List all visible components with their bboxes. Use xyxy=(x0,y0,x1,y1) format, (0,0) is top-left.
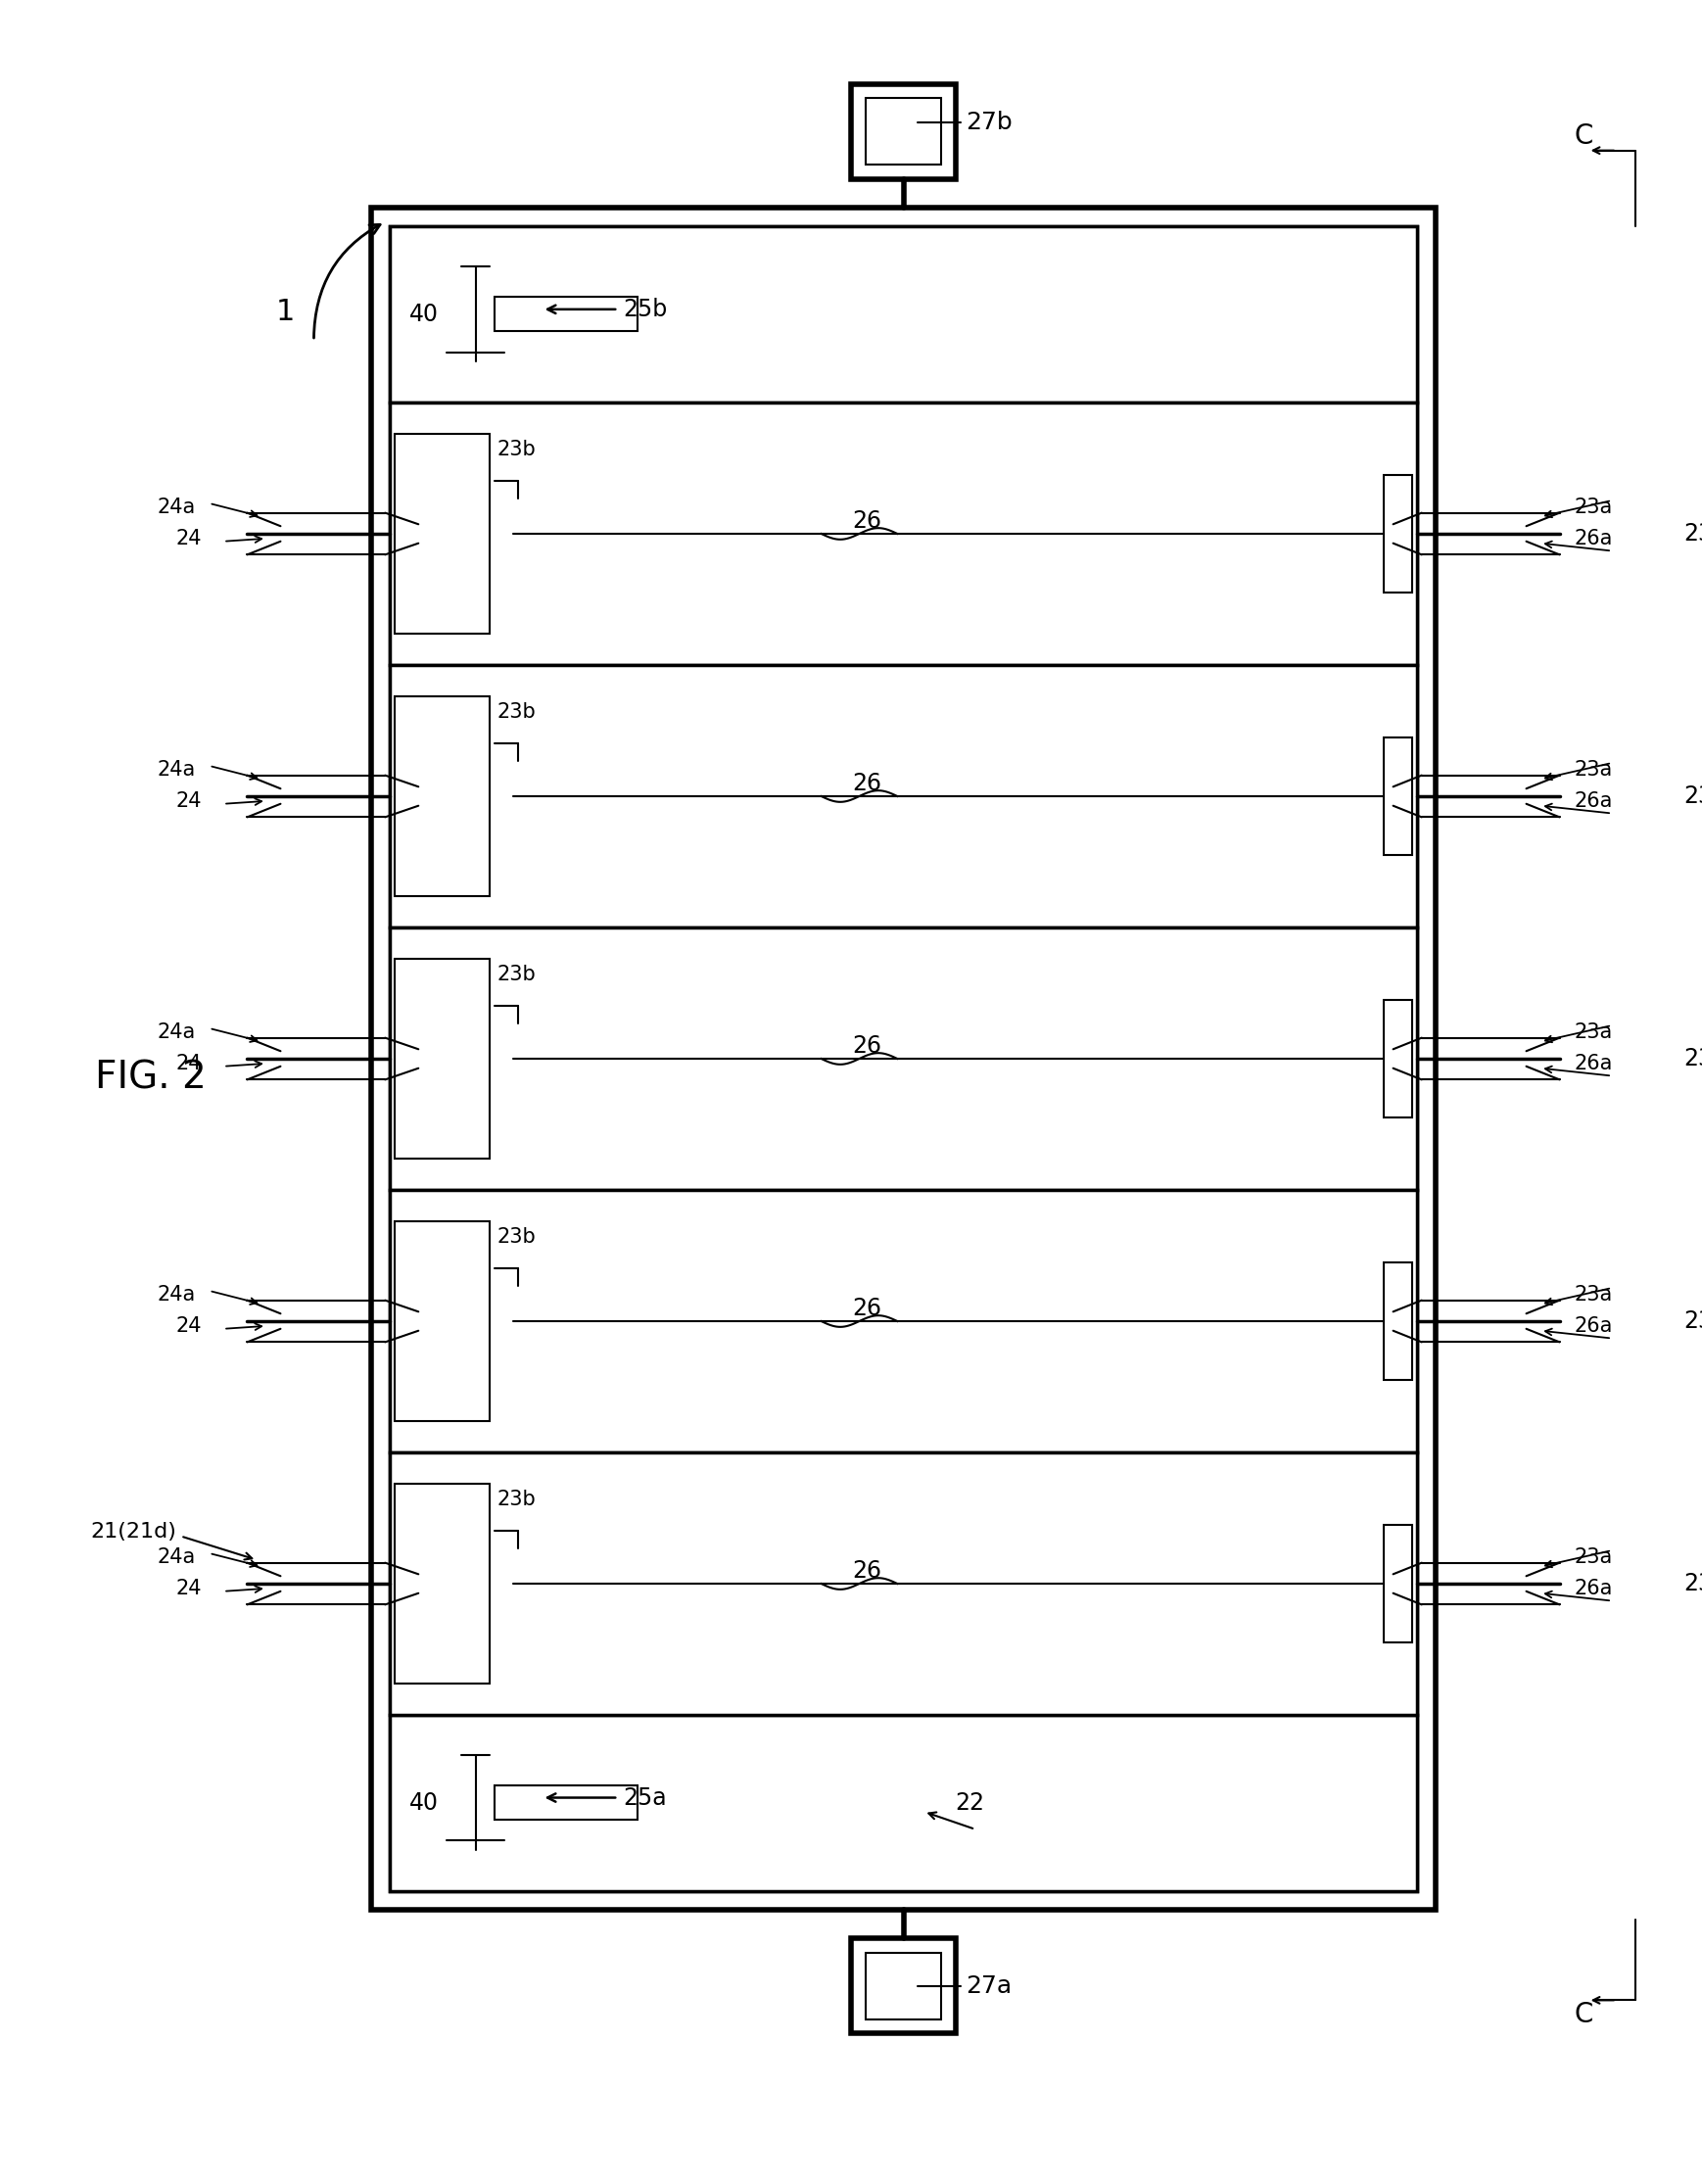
Bar xyxy=(1384,1524,1413,1642)
Text: 23: 23 xyxy=(1683,522,1702,546)
Bar xyxy=(390,1190,1416,1452)
Bar xyxy=(851,1939,957,2033)
Text: 26a: 26a xyxy=(1574,791,1612,810)
Text: 23: 23 xyxy=(1683,1572,1702,1597)
Bar xyxy=(390,1452,1416,1714)
Bar xyxy=(395,435,490,633)
Text: 24: 24 xyxy=(175,529,203,548)
Text: 26: 26 xyxy=(853,771,882,795)
Bar xyxy=(371,207,1436,1909)
Bar xyxy=(390,1714,1416,1891)
Text: 24a: 24a xyxy=(157,1022,196,1042)
Text: 26: 26 xyxy=(853,1033,882,1057)
Bar xyxy=(851,83,957,179)
Bar xyxy=(1384,738,1413,856)
Text: 27b: 27b xyxy=(965,109,1013,133)
Text: 24a: 24a xyxy=(157,1546,196,1566)
Text: 26: 26 xyxy=(853,1559,882,1583)
Bar xyxy=(390,227,1416,402)
Text: 23: 23 xyxy=(1683,1310,1702,1332)
Text: 23b: 23b xyxy=(497,439,536,459)
Text: 26a: 26a xyxy=(1574,1317,1612,1337)
Text: 26: 26 xyxy=(853,509,882,533)
Text: FIG. 2: FIG. 2 xyxy=(95,1059,206,1096)
Bar xyxy=(395,959,490,1158)
Text: 24a: 24a xyxy=(157,760,196,780)
Text: 1: 1 xyxy=(276,297,294,325)
Text: 23a: 23a xyxy=(1574,498,1612,518)
Text: 24a: 24a xyxy=(157,498,196,518)
Text: 24: 24 xyxy=(175,1053,203,1072)
Text: 25a: 25a xyxy=(623,1787,667,1808)
Text: C: C xyxy=(1574,2001,1593,2029)
Text: 23b: 23b xyxy=(497,1489,536,1509)
Bar xyxy=(395,1221,490,1422)
Bar xyxy=(390,227,1416,1891)
Bar xyxy=(390,928,1416,1190)
Bar xyxy=(865,98,941,164)
Text: 26a: 26a xyxy=(1574,529,1612,548)
Bar xyxy=(1384,1000,1413,1118)
Text: 23b: 23b xyxy=(497,703,536,723)
Text: 23a: 23a xyxy=(1574,760,1612,780)
Text: 25b: 25b xyxy=(623,297,667,321)
Text: 23b: 23b xyxy=(497,965,536,985)
Text: 24a: 24a xyxy=(157,1284,196,1304)
Text: 21(21d): 21(21d) xyxy=(90,1522,177,1542)
Bar xyxy=(390,664,1416,928)
Text: 40: 40 xyxy=(408,304,439,325)
Text: 23: 23 xyxy=(1683,1046,1702,1070)
Text: 26a: 26a xyxy=(1574,1053,1612,1072)
Bar xyxy=(1384,474,1413,592)
Text: 22: 22 xyxy=(955,1791,984,1815)
Text: 24: 24 xyxy=(175,791,203,810)
Bar xyxy=(495,1784,637,1819)
Text: 24: 24 xyxy=(175,1579,203,1599)
Text: 23a: 23a xyxy=(1574,1284,1612,1304)
Text: 23: 23 xyxy=(1683,784,1702,808)
Text: 26: 26 xyxy=(853,1297,882,1319)
Text: 23a: 23a xyxy=(1574,1546,1612,1566)
Bar xyxy=(1384,1262,1413,1380)
Bar xyxy=(390,402,1416,664)
Text: 23a: 23a xyxy=(1574,1022,1612,1042)
Text: 26a: 26a xyxy=(1574,1579,1612,1599)
Text: C: C xyxy=(1574,122,1593,151)
Bar xyxy=(395,697,490,895)
Text: 23b: 23b xyxy=(497,1227,536,1247)
Text: 24: 24 xyxy=(175,1317,203,1337)
Bar xyxy=(865,1952,941,2020)
Bar xyxy=(395,1483,490,1684)
Bar xyxy=(495,297,637,332)
Text: 27a: 27a xyxy=(965,1974,1011,1998)
Text: 40: 40 xyxy=(408,1791,439,1815)
